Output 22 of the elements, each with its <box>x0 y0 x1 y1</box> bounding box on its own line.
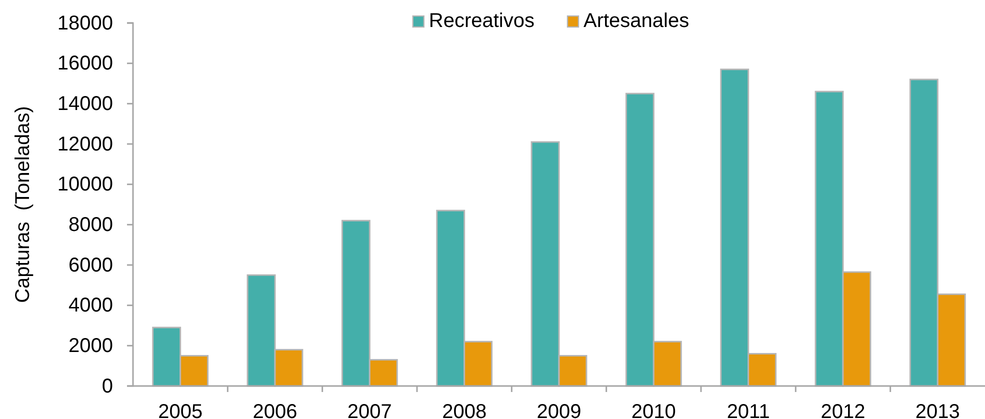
y-tick-label: 8000 <box>68 214 113 236</box>
x-tick-label: 2008 <box>442 401 487 419</box>
x-tick-label: 2009 <box>536 401 582 419</box>
x-tick-label: 2007 <box>347 401 392 419</box>
legend-label: Artesanales <box>583 10 690 32</box>
y-tick-label: 14000 <box>57 93 113 116</box>
y-tick-label: 16000 <box>57 52 113 75</box>
x-tick-label: 2013 <box>915 401 960 419</box>
y-tick-label: 6000 <box>68 254 113 276</box>
y-tick-label: 12000 <box>57 133 113 156</box>
x-tick-label: 2011 <box>726 401 770 419</box>
legend-label: Recreativos <box>428 10 534 32</box>
y-tick-label: 10000 <box>57 174 113 196</box>
x-tick-label: 2005 <box>158 401 203 419</box>
y-tick-label: 18000 <box>57 12 113 34</box>
x-tick-label: 2010 <box>631 401 676 419</box>
x-tick-label: 2006 <box>252 401 298 419</box>
y-tick-label: 2000 <box>68 335 113 358</box>
y-tick-label: 0 <box>102 375 113 398</box>
y-tick-label: 4000 <box>68 294 113 317</box>
y-axis-title: Capturas (Toneladas) <box>12 106 34 303</box>
x-tick-label: 2012 <box>820 401 866 419</box>
